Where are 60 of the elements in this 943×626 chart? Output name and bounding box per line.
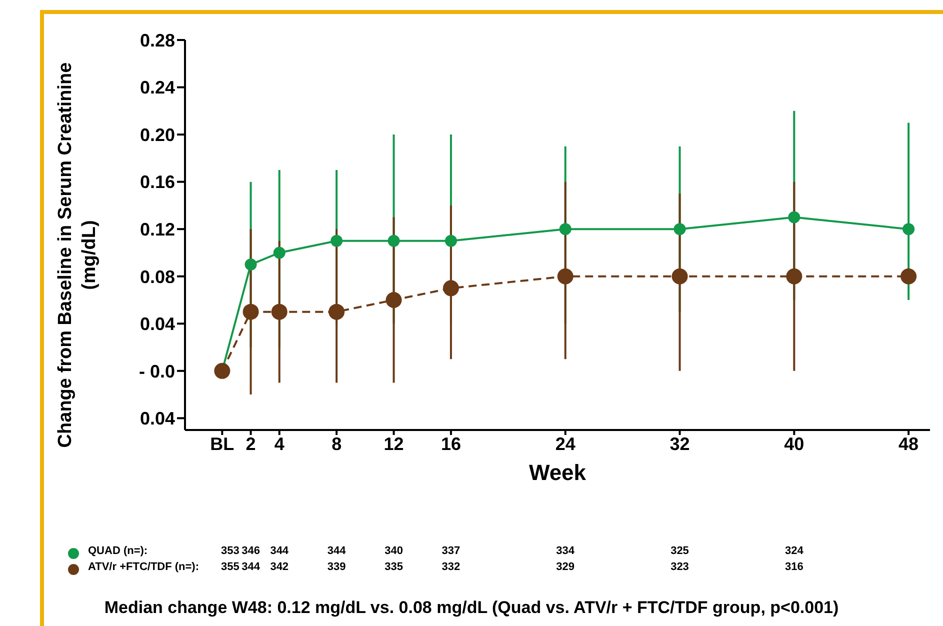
text: 344: [270, 545, 289, 557]
point: [242, 304, 259, 320]
x-tick-label: 32: [670, 434, 690, 454]
y-tick-label: 0.04: [140, 408, 175, 429]
point: [674, 223, 686, 236]
y-tick-label: 0.08: [140, 266, 175, 287]
text: 346: [242, 545, 260, 557]
text: 355: [220, 561, 240, 573]
y-axis-title: Change from Baseline in Serum Creatinine (mg/dL): [54, 62, 101, 448]
text: 339: [327, 561, 346, 573]
point: [788, 211, 800, 224]
x-tick-label: 12: [384, 434, 404, 454]
x-tick-label: 48: [898, 434, 919, 454]
text: 353: [220, 545, 240, 557]
x-tick-label: 8: [332, 434, 342, 454]
legend-label: ATV/r +FTC/TDF (n=):: [88, 561, 200, 573]
point: [559, 223, 572, 236]
point: [786, 268, 802, 284]
y-tick-label: 0.24: [140, 78, 175, 98]
y-tick-label: - 0.0: [138, 361, 175, 382]
x-tick-label: 16: [440, 434, 461, 454]
text: 334: [556, 545, 575, 557]
text: 340: [384, 545, 403, 557]
y-tick-label: 0.28: [140, 30, 175, 50]
text: 332: [442, 561, 460, 573]
point: [672, 268, 688, 284]
x-tick-label: BL: [210, 434, 234, 454]
x-tick-label: 4: [274, 434, 284, 454]
x-tick-label: 24: [555, 434, 576, 454]
point: [328, 304, 345, 320]
text: 324: [784, 545, 804, 557]
legend-label: QUAD (n=):: [88, 545, 148, 557]
text: 344: [327, 545, 346, 557]
point: [330, 234, 343, 247]
x-axis-title: Week: [528, 460, 587, 485]
y-tick-label: 0.16: [140, 172, 175, 192]
point: [273, 246, 286, 259]
text: 344: [242, 561, 260, 573]
text: 323: [670, 561, 689, 573]
point: [442, 280, 459, 296]
text: 342: [270, 561, 289, 573]
text: 335: [384, 561, 403, 573]
text: 325: [670, 545, 689, 557]
y-tick-label: 0.12: [140, 219, 175, 240]
point: [388, 234, 400, 247]
text: 337: [442, 545, 460, 557]
point: [900, 268, 917, 284]
point: [244, 258, 257, 271]
point: [902, 223, 915, 236]
text: Median change W48: 0.12 mg/dL vs. 0.08 mg/dL (Quad vs. ATV/r + FTC/TDF group, p<0.001): [103, 598, 840, 618]
text: 329: [556, 561, 575, 573]
y-tick-label: 0.04: [140, 314, 175, 334]
text: 316: [784, 561, 804, 573]
point: [271, 304, 288, 320]
point: [557, 268, 574, 284]
x-tick-label: 2: [246, 434, 256, 454]
point: [444, 234, 457, 247]
x-tick-label: 40: [784, 434, 804, 454]
y-tick-label: 0.20: [140, 124, 175, 145]
point: [386, 292, 402, 308]
